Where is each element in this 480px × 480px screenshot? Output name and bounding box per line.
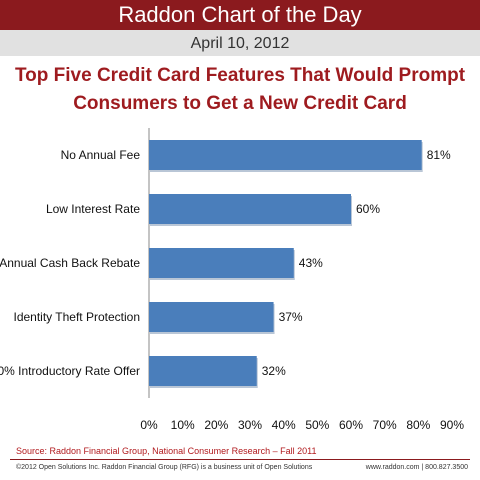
x-tick-label: 60% xyxy=(339,418,363,432)
copyright-note: ©2012 Open Solutions Inc. Raddon Financi… xyxy=(16,464,313,471)
value-label: 60% xyxy=(356,202,380,216)
bar xyxy=(149,248,294,278)
value-label: 43% xyxy=(299,256,323,270)
x-tick-label: 80% xyxy=(406,418,430,432)
category-label: Annual Cash Back Rebate xyxy=(0,256,140,270)
category-label: No Annual Fee xyxy=(61,148,141,162)
header-banner: Raddon Chart of the Day xyxy=(0,0,480,30)
x-tick-label: 40% xyxy=(272,418,296,432)
category-label: Identity Theft Protection xyxy=(13,310,140,324)
value-label: 37% xyxy=(279,310,303,324)
value-label: 32% xyxy=(262,364,286,378)
category-label: Low Interest Rate xyxy=(46,202,140,216)
value-label: 81% xyxy=(427,148,451,162)
bars-group: No Annual Fee 81% Low Interest Rate 60% Annu… xyxy=(0,128,464,432)
x-tick-label: 20% xyxy=(204,418,228,432)
category-label: 0% Introductory Rate Offer xyxy=(0,364,140,378)
chart-title: Top Five Credit Card Features That Would… xyxy=(14,65,466,114)
source-note: Source: Raddon Financial Group, National… xyxy=(16,446,317,456)
bar xyxy=(149,140,422,170)
x-tick-label: 70% xyxy=(373,418,397,432)
x-tick-label: 10% xyxy=(171,418,195,432)
x-tick-label: 50% xyxy=(305,418,329,432)
x-tick-label: 30% xyxy=(238,418,262,432)
x-tick-label: 0% xyxy=(140,418,158,432)
website-contact: www.raddon.com | 800.827.3500 xyxy=(365,464,468,471)
bar xyxy=(149,356,257,386)
bar xyxy=(149,194,351,224)
footer-divider xyxy=(10,459,470,460)
x-tick-label: 90% xyxy=(440,418,464,432)
date-banner: April 10, 2012 xyxy=(0,30,480,56)
bar xyxy=(149,302,274,332)
